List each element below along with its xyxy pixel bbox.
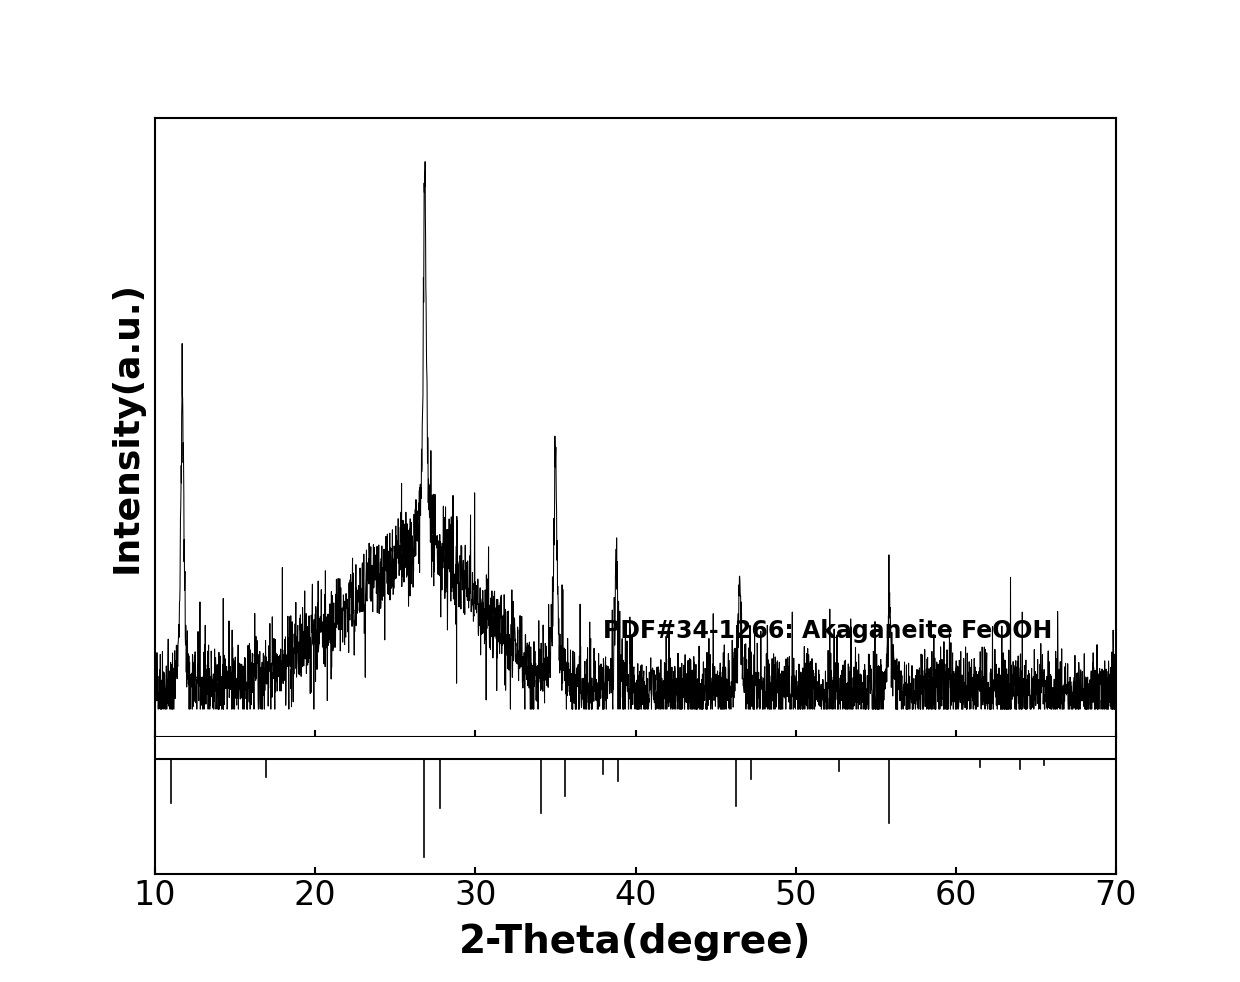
Text: PDF#34-1266: Akaganeite FeOOH: PDF#34-1266: Akaganeite FeOOH [604,619,1053,643]
X-axis label: 2-Theta(degree): 2-Theta(degree) [459,923,812,961]
Y-axis label: Intensity(a.u.): Intensity(a.u.) [110,281,144,573]
